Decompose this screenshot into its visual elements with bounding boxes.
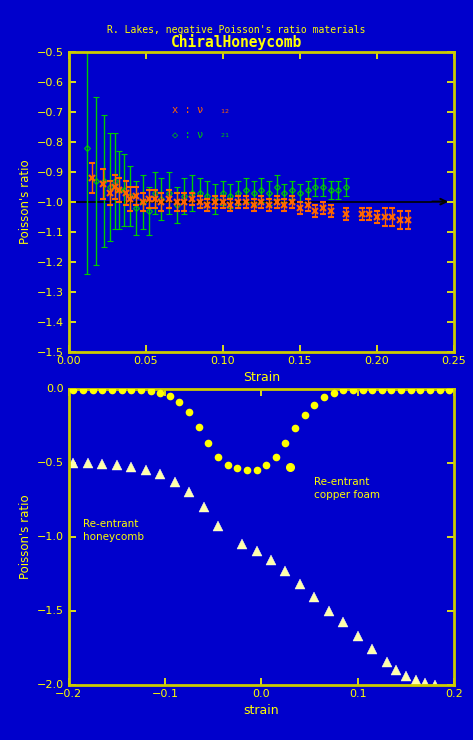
Y-axis label: Poisson's ratio: Poisson's ratio <box>19 159 33 244</box>
Y-axis label: Poisson's ratio: Poisson's ratio <box>19 494 33 579</box>
Text: Re-entrant
copper foam: Re-entrant copper foam <box>315 477 380 500</box>
Text: x : ν: x : ν <box>172 105 203 115</box>
Text: ◇ : ν: ◇ : ν <box>172 130 203 139</box>
Text: ChiralHoneycomb: ChiralHoneycomb <box>171 34 302 50</box>
Text: $_{21}$: $_{21}$ <box>219 131 229 140</box>
Text: $_{12}$: $_{12}$ <box>219 107 229 116</box>
Text: R. Lakes, negative Poisson's ratio materials: R. Lakes, negative Poisson's ratio mater… <box>107 24 366 35</box>
X-axis label: Strain: Strain <box>243 371 280 383</box>
X-axis label: strain: strain <box>244 704 279 716</box>
Text: Re-entrant
honeycomb: Re-entrant honeycomb <box>83 519 144 542</box>
